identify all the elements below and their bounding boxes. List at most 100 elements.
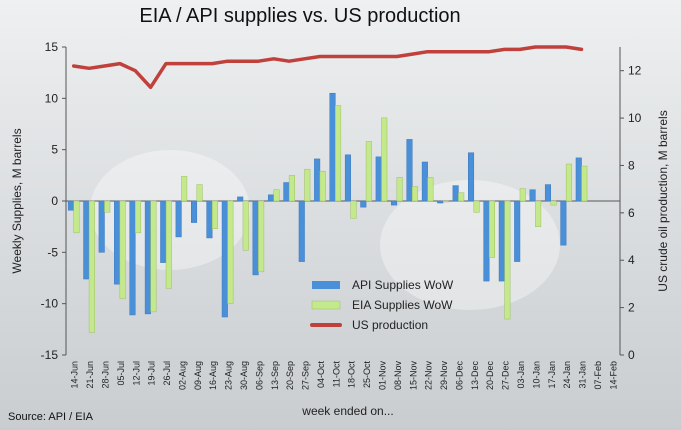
- x-tick-label: 25-Oct: [362, 361, 372, 389]
- y-tick-label: 15: [45, 40, 59, 54]
- api-bar: [237, 196, 244, 202]
- y2-tick-label: 0: [628, 348, 635, 362]
- x-tick-label: 02-Aug: [177, 361, 187, 390]
- eia-bar: [150, 200, 157, 313]
- x-tick-label: 18-Oct: [347, 361, 357, 389]
- eia-bar: [381, 117, 388, 202]
- api-bar: [314, 158, 321, 202]
- y-tick-label: 5: [51, 143, 58, 157]
- api-bar: [421, 161, 428, 202]
- y-axis-title: Weekly Supplies, M barrels: [10, 128, 24, 273]
- api-bar: [437, 200, 444, 204]
- api-bar: [391, 200, 398, 206]
- eia-bar: [242, 200, 249, 251]
- x-tick-label: 09-Aug: [193, 361, 203, 390]
- api-bar: [498, 200, 505, 282]
- api-bar: [206, 200, 213, 239]
- eia-bar: [396, 177, 403, 202]
- api-bar: [375, 156, 382, 202]
- eia-bar: [119, 200, 126, 299]
- api-bar: [283, 182, 290, 202]
- x-tick-label: 24-Jan: [562, 361, 572, 389]
- y2-tick-label: 10: [628, 111, 642, 125]
- api-bar: [252, 200, 259, 276]
- x-tick-label: 04-Oct: [316, 361, 326, 389]
- eia-bar: [350, 200, 357, 219]
- x-tick-label: 01-Nov: [377, 361, 387, 391]
- x-tick-label: 22-Nov: [424, 361, 434, 391]
- eia-bar: [73, 200, 80, 234]
- y-tick-label: 10: [45, 91, 59, 105]
- api-bar: [483, 200, 490, 282]
- eia-bar: [181, 176, 188, 202]
- y2-tick-label: 8: [628, 158, 635, 172]
- api-bar: [468, 152, 475, 202]
- y-tick-label: 0: [51, 194, 58, 208]
- x-tick-label: 14-Feb: [608, 361, 618, 390]
- y2-tick-label: 4: [628, 253, 635, 267]
- x-tick-label: 05-Jul: [116, 361, 126, 386]
- eia-bar: [581, 165, 588, 202]
- legend-swatch-api: [312, 281, 340, 289]
- api-bar: [406, 139, 413, 202]
- y-tick-label: -10: [41, 297, 59, 311]
- eia-bar: [227, 200, 234, 304]
- x-tick-label: 06-Dec: [454, 361, 464, 391]
- x-tick-label: 16-Aug: [208, 361, 218, 390]
- eia-bar: [319, 170, 326, 202]
- x-tick-label: 17-Jan: [547, 361, 557, 389]
- y2-axis-title: US crude oil production, M barrels: [656, 110, 670, 291]
- x-tick-label: 23-Aug: [224, 361, 234, 390]
- eia-bar: [504, 200, 511, 320]
- x-tick-label: 20-Sep: [285, 361, 295, 390]
- eia-bar: [565, 163, 572, 202]
- eia-bar: [335, 105, 342, 202]
- api-bar: [267, 194, 274, 202]
- eia-bar: [365, 141, 372, 202]
- eia-bar: [165, 200, 172, 289]
- eia-bar: [88, 200, 95, 333]
- api-bar: [129, 200, 136, 316]
- api-bar: [360, 200, 367, 208]
- x-tick-label: 13-Dec: [470, 361, 480, 391]
- x-tick-label: 30-Aug: [239, 361, 249, 390]
- api-bar: [544, 184, 552, 202]
- eia-bar: [550, 200, 557, 206]
- eia-bar: [519, 188, 526, 202]
- eia-bar: [273, 189, 280, 202]
- x-tick-label: 07-Feb: [593, 361, 603, 390]
- api-bar: [221, 200, 228, 318]
- x-tick-label: 06-Sep: [254, 361, 264, 390]
- eia-bar: [211, 200, 218, 229]
- api-bar: [114, 200, 121, 285]
- api-bar: [175, 200, 182, 238]
- eia-bar: [442, 200, 449, 203]
- api-bar: [344, 154, 351, 202]
- source-note: Source: API / EIA: [8, 411, 93, 423]
- eia-bar: [427, 177, 434, 202]
- eia-bar: [412, 186, 419, 202]
- api-bar: [514, 200, 521, 262]
- api-bar: [575, 157, 582, 202]
- x-tick-label: 31-Jan: [578, 361, 588, 389]
- legend-label-production: US production: [352, 318, 428, 332]
- x-tick-label: 27-Dec: [501, 361, 511, 391]
- api-bar: [560, 200, 567, 246]
- eia-bar: [304, 168, 311, 202]
- us-production-line: [71, 45, 584, 90]
- y2-tick-label: 2: [628, 301, 635, 315]
- legend-label-api: API Supplies WoW: [352, 278, 454, 292]
- api-bar: [191, 200, 198, 223]
- api-bar: [83, 200, 90, 280]
- legend-swatch-eia: [311, 300, 341, 310]
- legend-label-eia: EIA Supplies WoW: [352, 298, 453, 312]
- chart-title: EIA / API supplies vs. US production: [139, 5, 461, 27]
- api-bar: [160, 200, 167, 263]
- api-bar: [329, 92, 336, 202]
- eia-bar: [135, 200, 142, 234]
- eia-bar: [535, 200, 542, 227]
- eia-bar: [196, 184, 203, 202]
- x-tick-label: 12-Jul: [131, 361, 141, 386]
- eia-bar: [258, 200, 265, 273]
